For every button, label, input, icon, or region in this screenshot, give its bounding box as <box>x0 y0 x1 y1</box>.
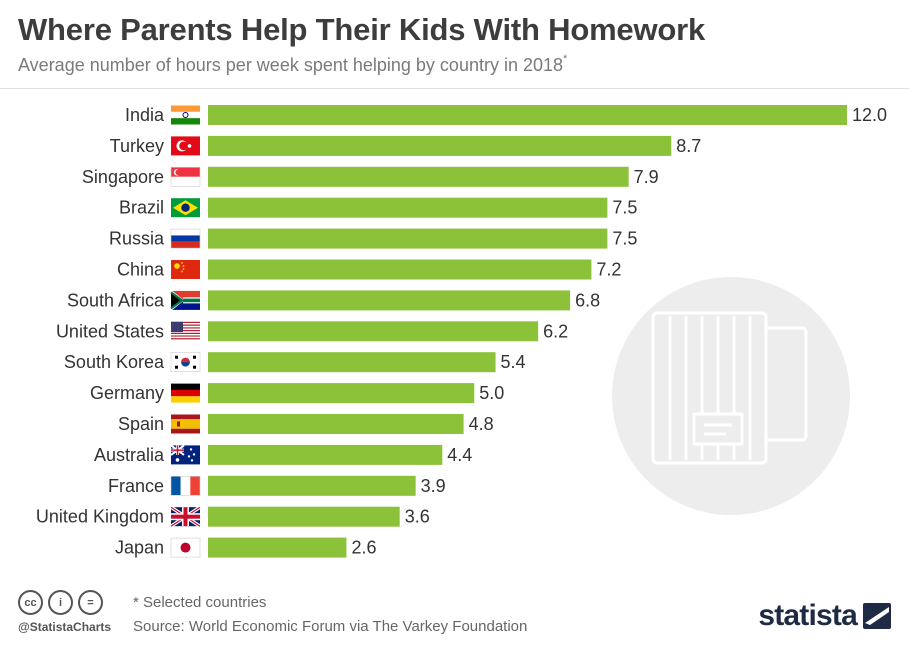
category-label: United Kingdom <box>36 507 164 527</box>
south-korea-flag-icon <box>170 352 201 373</box>
value-label: 8.7 <box>676 136 701 156</box>
value-label: 3.6 <box>405 507 430 527</box>
homework-watermark-icon <box>612 277 850 515</box>
category-label: Brazil <box>119 198 164 218</box>
bar-row: Germany 5.0 <box>90 383 504 404</box>
bar <box>208 105 847 125</box>
russia-flag-icon <box>170 228 201 249</box>
bar <box>208 414 464 434</box>
bar-row: Japan 2.6 <box>115 537 376 558</box>
value-label: 6.2 <box>543 321 568 341</box>
spain-flag-icon <box>171 414 200 434</box>
bar-row: Spain 4.8 <box>118 414 494 434</box>
usa-flag-icon <box>171 321 200 341</box>
statista-mark-icon <box>863 603 891 629</box>
subtitle-text: Average number of hours per week spent h… <box>18 55 564 75</box>
creative-commons-icon: cc <box>18 590 43 615</box>
brazil-flag-icon <box>171 198 200 218</box>
bar <box>208 228 608 249</box>
attribution-icon: i <box>48 590 73 615</box>
value-label: 12.0 <box>852 105 887 125</box>
bar-row: Australia 4.4 <box>94 444 472 465</box>
bar <box>208 166 629 187</box>
value-label: 7.9 <box>634 167 659 187</box>
category-label: Russia <box>109 229 165 249</box>
bar <box>208 290 571 311</box>
category-label: Germany <box>90 383 164 403</box>
bar-row: United States 6.2 <box>56 321 568 342</box>
bar-row: South Korea 5.4 <box>64 352 526 373</box>
bar-row: Singapore 7.9 <box>82 166 659 187</box>
category-label: France <box>108 476 164 496</box>
license-icons: cc i = <box>18 590 103 615</box>
bar-row: Turkey 8.7 <box>110 135 701 156</box>
value-label: 7.5 <box>612 229 637 249</box>
category-label: China <box>117 260 165 280</box>
statista-handle[interactable]: @StatistaCharts <box>18 620 112 634</box>
bar <box>208 135 672 156</box>
header-divider <box>0 88 909 89</box>
south-africa-flag-icon <box>170 290 200 311</box>
value-label: 2.6 <box>351 538 376 558</box>
bar <box>208 321 539 342</box>
bar <box>208 537 347 558</box>
category-label: Australia <box>94 445 165 465</box>
no-derivatives-icon: = <box>78 590 103 615</box>
india-flag-icon <box>171 105 200 125</box>
bar-row: Brazil 7.5 <box>119 197 637 218</box>
footnote: * Selected countries <box>133 594 267 611</box>
germany-flag-icon <box>171 383 200 403</box>
value-label: 5.4 <box>501 352 526 372</box>
category-label: Japan <box>115 538 164 558</box>
bar-row: India 12.0 <box>125 105 887 125</box>
category-label: Spain <box>118 414 164 434</box>
bar <box>208 383 475 404</box>
bar <box>208 506 400 527</box>
category-label: South Africa <box>67 290 165 310</box>
statista-logo[interactable]: statista <box>758 599 891 633</box>
brand-wordmark: statista <box>758 599 857 632</box>
bar-row: Russia 7.5 <box>109 228 637 249</box>
china-flag-icon <box>171 260 200 279</box>
turkey-flag-icon <box>171 136 200 156</box>
france-flag-icon <box>170 475 201 496</box>
category-label: Turkey <box>110 136 164 156</box>
subtitle-footnote-mark: * <box>563 53 568 65</box>
bar-row: China 7.2 <box>117 259 621 280</box>
bar-row: United Kingdom 3.6 <box>36 505 430 528</box>
australia-flag-icon <box>170 444 200 465</box>
chart-title: Where Parents Help Their Kids With Homew… <box>18 12 706 47</box>
source-text: Source: World Economic Forum via The Var… <box>133 618 528 635</box>
value-label: 6.8 <box>575 290 600 310</box>
bar <box>208 197 608 218</box>
value-label: 7.5 <box>612 198 637 218</box>
japan-flag-icon <box>170 537 201 558</box>
category-label: Singapore <box>82 167 164 187</box>
bar <box>208 352 496 373</box>
category-label: South Korea <box>64 352 165 372</box>
bar <box>208 259 592 280</box>
value-label: 7.2 <box>596 260 621 280</box>
value-label: 3.9 <box>421 476 446 496</box>
value-label: 4.4 <box>447 445 472 465</box>
uk-flag-icon <box>170 505 201 528</box>
bar <box>208 475 416 496</box>
chart-subtitle: Average number of hours per week spent h… <box>18 53 568 76</box>
category-label: India <box>125 105 165 125</box>
category-label: United States <box>56 321 164 341</box>
bar-row: South Africa 6.8 <box>67 290 600 311</box>
value-label: 4.8 <box>469 414 494 434</box>
singapore-flag-icon <box>170 167 201 187</box>
value-label: 5.0 <box>479 383 504 403</box>
bar-row: France 3.9 <box>108 475 446 496</box>
bar <box>208 444 443 465</box>
